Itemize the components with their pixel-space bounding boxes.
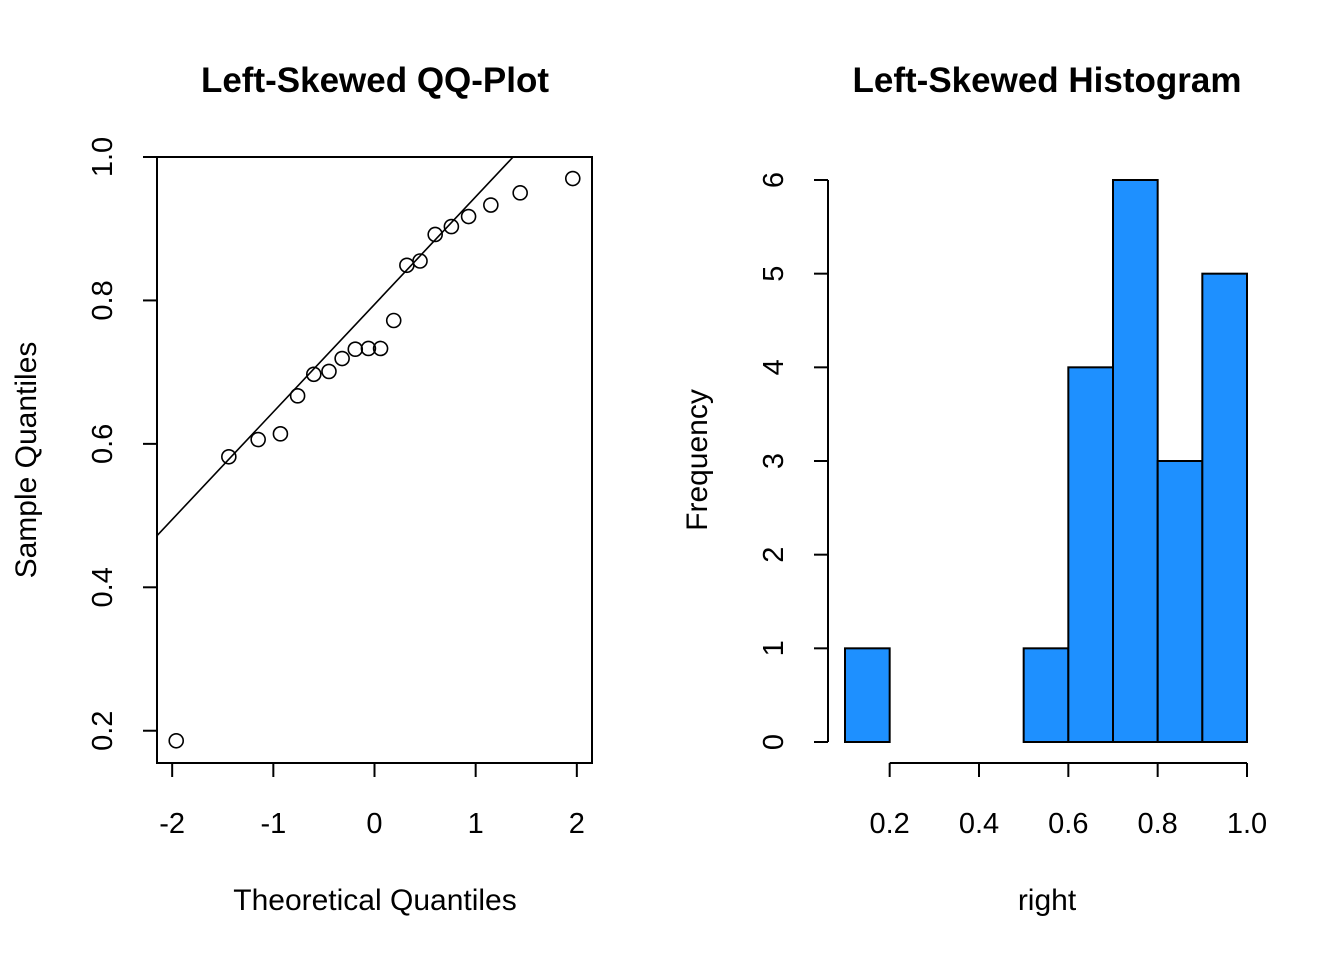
qq-y-axis-label: Sample Quantiles (10, 342, 43, 579)
qq-point (512, 185, 528, 201)
qq-point (289, 388, 306, 404)
histogram-bar (1201, 272, 1249, 743)
histogram-x-tick-label: 0.2 (870, 808, 910, 840)
histogram-x-axis-label: right (1018, 884, 1077, 917)
histogram-bar (1067, 366, 1115, 743)
histogram-y-tick-label: 2 (758, 547, 790, 563)
qq-point (443, 218, 460, 235)
qq-y-tick-label: 0.2 (87, 711, 119, 751)
qq-x-tick-label: -2 (159, 808, 185, 840)
qq-reference-line (157, 157, 514, 537)
qq-y-tick-label: 0.4 (87, 567, 119, 607)
qq-point (250, 431, 266, 448)
histogram-x-tick-label: 0.4 (959, 808, 999, 840)
qq-point (385, 312, 402, 329)
qq-x-tick-label: 2 (569, 808, 585, 840)
qq-reference-line-group (157, 157, 514, 537)
histogram-y-tick-label: 5 (758, 266, 790, 282)
qq-point (427, 226, 443, 243)
histogram-x-axis: 0.2 0.4 0.6 0.8 1.0 (870, 762, 1267, 840)
histogram-panel: Left-Skewed Histogram 0.2 0.4 0.6 0.8 1.0 0 1… (681, 61, 1267, 917)
histogram-y-tick-label: 3 (758, 453, 790, 469)
qq-point (334, 350, 350, 367)
qq-point (321, 363, 337, 380)
qq-y-tick-label: 1.0 (87, 137, 119, 177)
qq-point (564, 170, 581, 187)
qq-y-axis: 0.2 0.4 0.6 0.8 1.0 (87, 137, 158, 751)
qq-x-tick-label: -1 (260, 808, 286, 840)
qq-y-tick-label: 0.6 (87, 424, 119, 464)
qq-points (168, 170, 581, 749)
qq-point (306, 366, 322, 383)
qq-y-tick-label: 0.8 (87, 280, 119, 320)
qq-point (460, 208, 477, 225)
qq-point (360, 340, 377, 357)
histogram-bar (1022, 647, 1070, 743)
histogram-x-tick-label: 1.0 (1227, 808, 1267, 840)
qq-plot-panel: Left-Skewed QQ-Plot -2 -1 0 1 2 0.2 0.4 0.6 0.8… (10, 61, 593, 917)
histogram-y-tick-label: 4 (758, 359, 790, 375)
qq-point (372, 340, 389, 357)
qq-point (272, 426, 289, 442)
histogram-x-tick-label: 0.8 (1138, 808, 1178, 840)
histogram-bar (1156, 460, 1204, 743)
qq-x-tick-label: 1 (468, 808, 484, 840)
qq-point (168, 732, 185, 749)
histogram-bar (844, 647, 891, 743)
histogram-y-tick-label: 6 (758, 172, 790, 188)
qq-point (412, 253, 428, 269)
qq-x-axis-label: Theoretical Quantiles (233, 884, 516, 917)
qq-point (483, 197, 499, 213)
histogram-title: Left-Skewed Histogram (853, 61, 1242, 100)
qq-plot-title: Left-Skewed QQ-Plot (201, 61, 549, 100)
histogram-y-axis-label: Frequency (681, 389, 714, 531)
histogram-y-tick-label: 0 (758, 734, 790, 750)
histogram-x-tick-label: 0.6 (1048, 808, 1088, 840)
histogram-y-axis: 0 1 2 3 4 5 6 (758, 172, 829, 750)
histogram-bars (844, 179, 1249, 743)
qq-point (221, 448, 237, 465)
histogram-bar (1112, 179, 1159, 743)
histogram-y-tick-label: 1 (758, 640, 790, 656)
qq-x-axis: -2 -1 0 1 2 (159, 762, 585, 840)
qq-x-tick-label: 0 (366, 808, 382, 840)
qq-point (347, 341, 364, 357)
